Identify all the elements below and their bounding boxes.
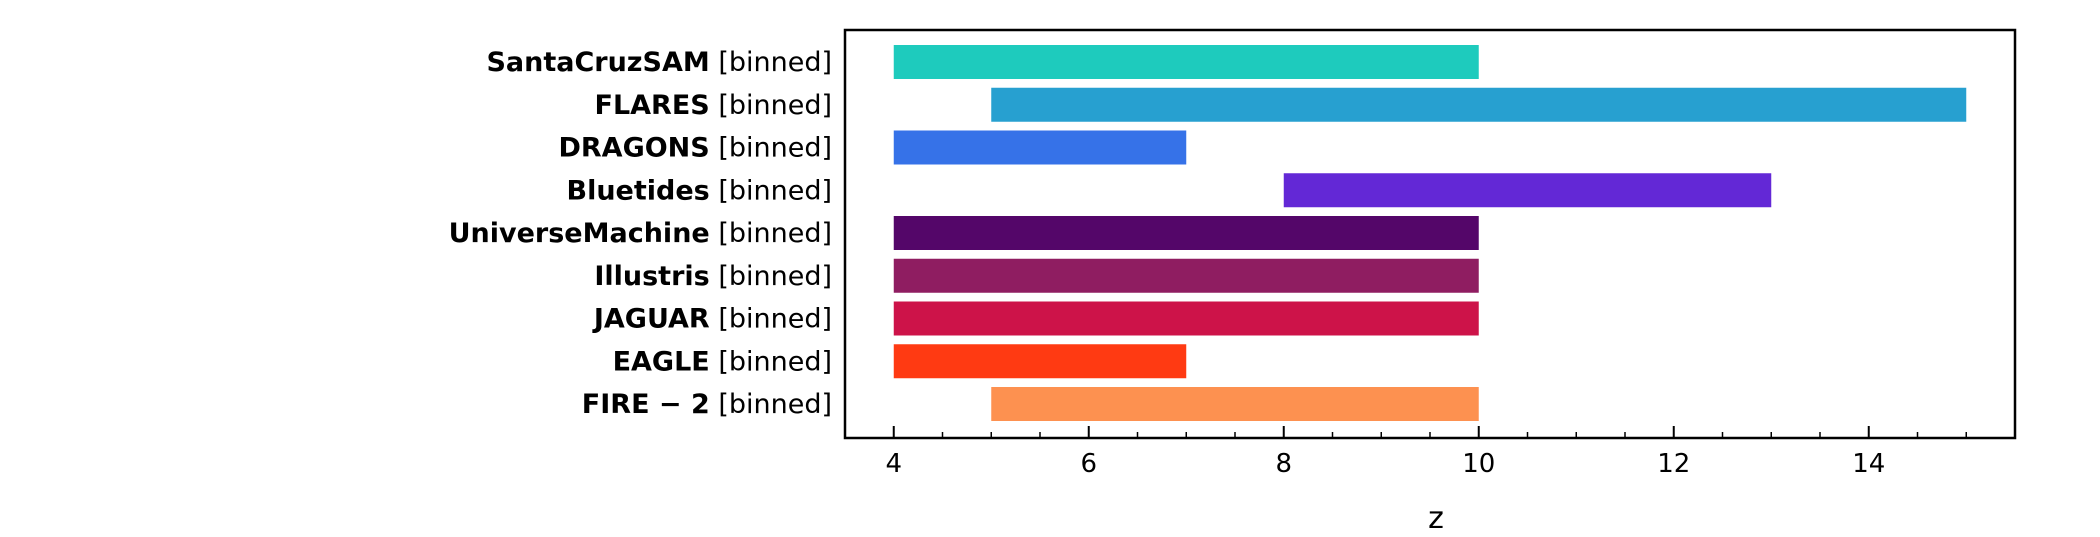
category-label: JAGUAR [binned] <box>592 304 832 335</box>
category-suffix: [binned] <box>710 47 832 78</box>
x-tick-label: 12 <box>1657 449 1690 479</box>
category-label: FIRE − 2 [binned] <box>582 389 832 420</box>
category-suffix: [binned] <box>710 90 832 121</box>
x-tick-label: 6 <box>1080 449 1097 479</box>
category-label: FLARES [binned] <box>595 90 833 121</box>
category-name: FLARES <box>595 90 710 121</box>
category-label: Bluetides [binned] <box>566 175 832 206</box>
x-tick-label: 8 <box>1275 449 1292 479</box>
category-name: UniverseMachine <box>449 218 710 249</box>
category-suffix: [binned] <box>710 218 832 249</box>
bars-layer <box>893 45 1967 421</box>
category-name: DRAGONS <box>558 133 709 164</box>
x-tick-label: 14 <box>1852 449 1885 479</box>
bar-illustris <box>893 258 1479 293</box>
category-name: Illustris <box>594 261 709 292</box>
category-name: SantaCruzSAM <box>486 47 709 78</box>
category-suffix: [binned] <box>710 304 832 335</box>
category-label: SantaCruzSAM [binned] <box>486 47 832 78</box>
x-axis-ticks <box>844 426 2016 438</box>
category-suffix: [binned] <box>710 133 832 164</box>
x-tick-label: 4 <box>885 449 902 479</box>
bar-universemachine <box>893 216 1479 250</box>
category-name: Bluetides <box>566 175 709 206</box>
category-label: EAGLE [binned] <box>613 346 832 377</box>
category-name: EAGLE <box>613 346 710 377</box>
x-axis-tick-labels: 4 6 8 10 12 14 <box>885 449 1885 479</box>
bar-flares <box>991 87 1967 122</box>
bar-jaguar <box>893 301 1479 336</box>
bar-eagle <box>893 344 1187 379</box>
category-label: UniverseMachine [binned] <box>449 218 832 249</box>
category-label: Illustris [binned] <box>594 261 832 292</box>
category-name: JAGUAR <box>592 304 710 335</box>
bar-santacruzsam <box>893 45 1479 79</box>
bar-bluetides <box>1283 173 1772 208</box>
bar-dragons <box>893 130 1187 165</box>
bar-fire-2 <box>991 387 1479 421</box>
category-suffix: [binned] <box>710 261 832 292</box>
category-suffix: [binned] <box>710 389 832 420</box>
category-labels: SantaCruzSAM [binned]FLARES [binned]DRAG… <box>449 47 832 420</box>
category-name: FIRE − 2 <box>582 389 710 420</box>
category-suffix: [binned] <box>710 346 832 377</box>
category-suffix: [binned] <box>710 175 832 206</box>
x-axis-label: z <box>1428 501 1444 536</box>
x-tick-label: 10 <box>1462 449 1495 479</box>
category-label: DRAGONS [binned] <box>558 133 832 164</box>
